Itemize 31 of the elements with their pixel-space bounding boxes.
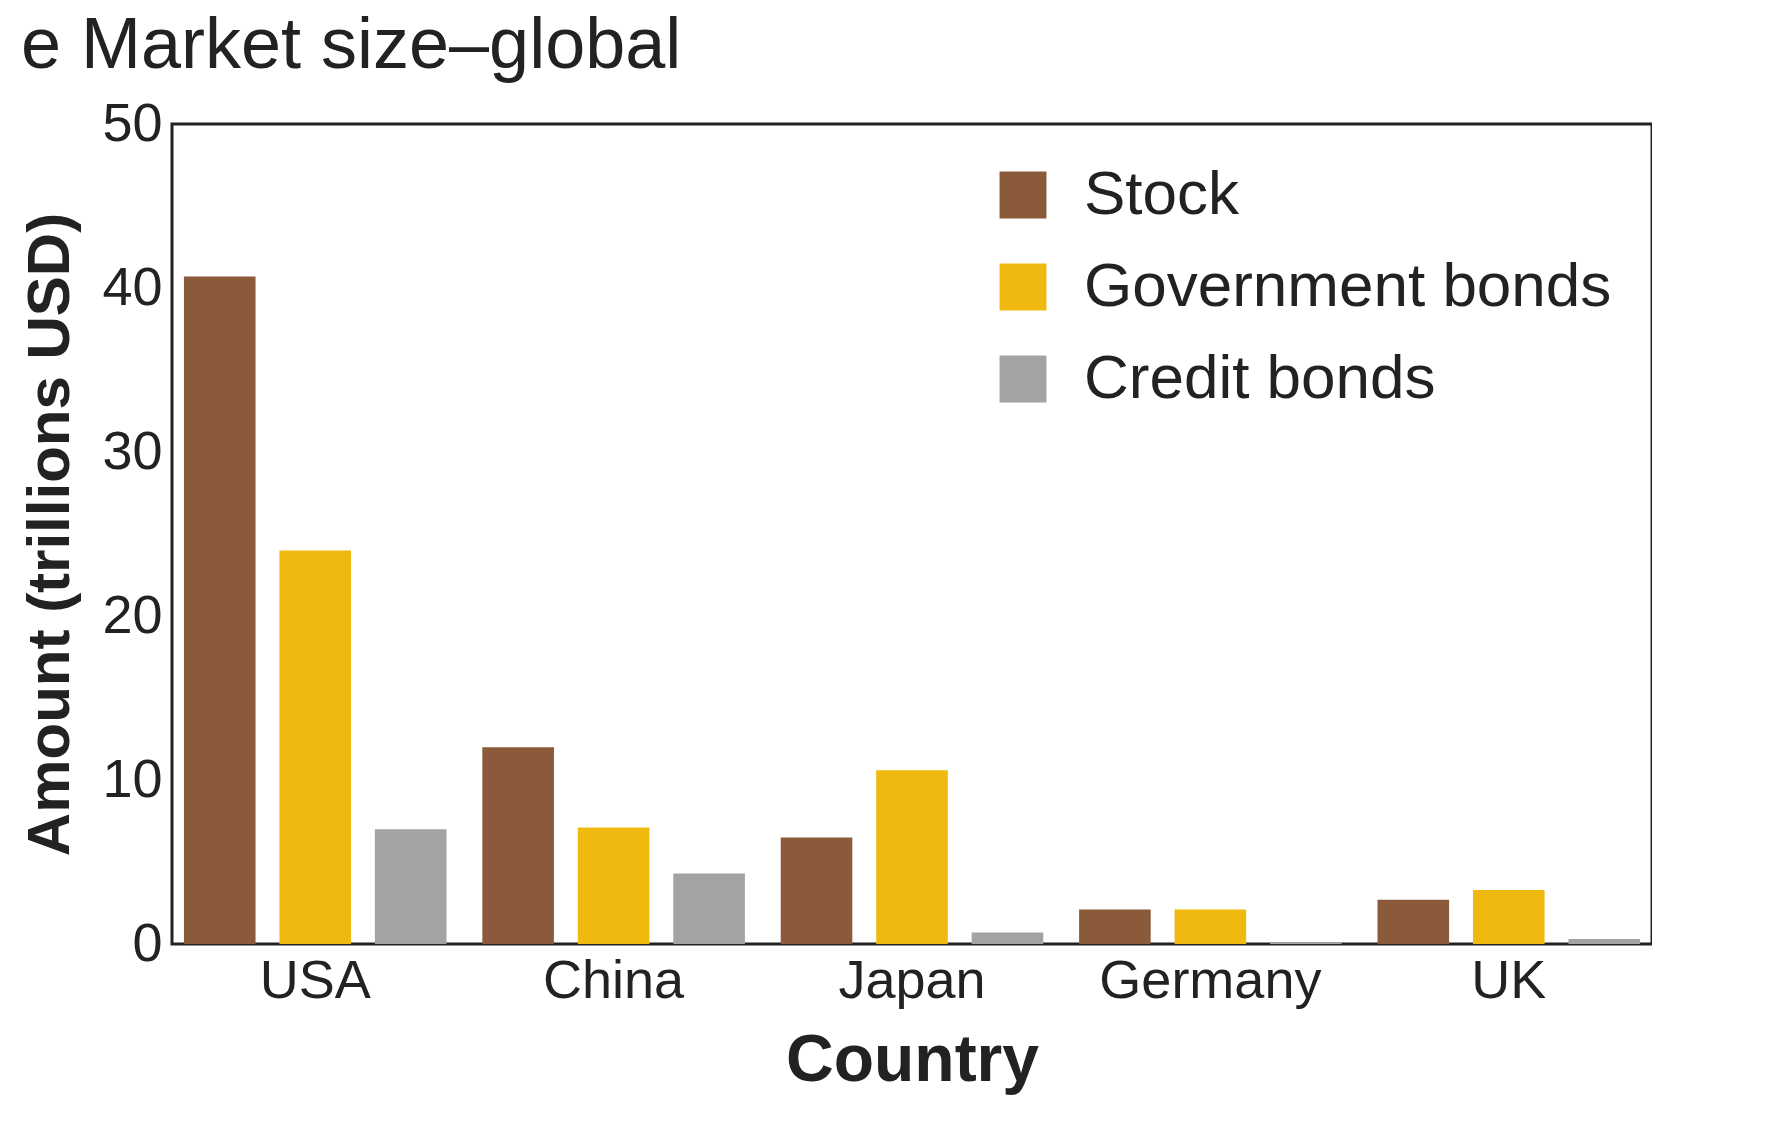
y-axis-title: Amount (trillions USD)	[15, 212, 83, 857]
y-tick-label: 30	[102, 419, 163, 480]
bar	[876, 770, 948, 944]
bar	[577, 827, 650, 944]
y-tick-label: 40	[102, 255, 163, 316]
bar	[673, 873, 745, 944]
bar	[1174, 909, 1247, 944]
bar	[1377, 899, 1450, 944]
bar	[780, 837, 853, 944]
x-tick-label: China	[543, 948, 686, 1009]
y-tick-label: 0	[132, 911, 163, 972]
bar	[279, 550, 352, 944]
x-tick-label: USA	[259, 948, 371, 1009]
x-axis-title: Country	[786, 1020, 1040, 1095]
legend-label: Credit bonds	[1084, 342, 1436, 411]
bar	[1568, 939, 1641, 944]
bar	[971, 932, 1044, 944]
x-tick-label: Japan	[838, 948, 986, 1009]
bar	[374, 829, 447, 944]
y-tick-label: 10	[102, 747, 163, 808]
bar	[1472, 889, 1545, 944]
bar	[183, 276, 256, 944]
chart-title: e Market size–global	[20, 3, 682, 83]
bar	[1079, 909, 1151, 944]
x-tick-label: Germany	[1099, 948, 1322, 1009]
y-tick-label: 50	[102, 91, 163, 152]
legend-label: Government bonds	[1084, 250, 1612, 319]
legend-label: Stock	[1084, 158, 1241, 227]
bar	[482, 747, 554, 944]
x-tick-label: UK	[1471, 948, 1547, 1009]
y-tick-label: 20	[102, 583, 163, 644]
